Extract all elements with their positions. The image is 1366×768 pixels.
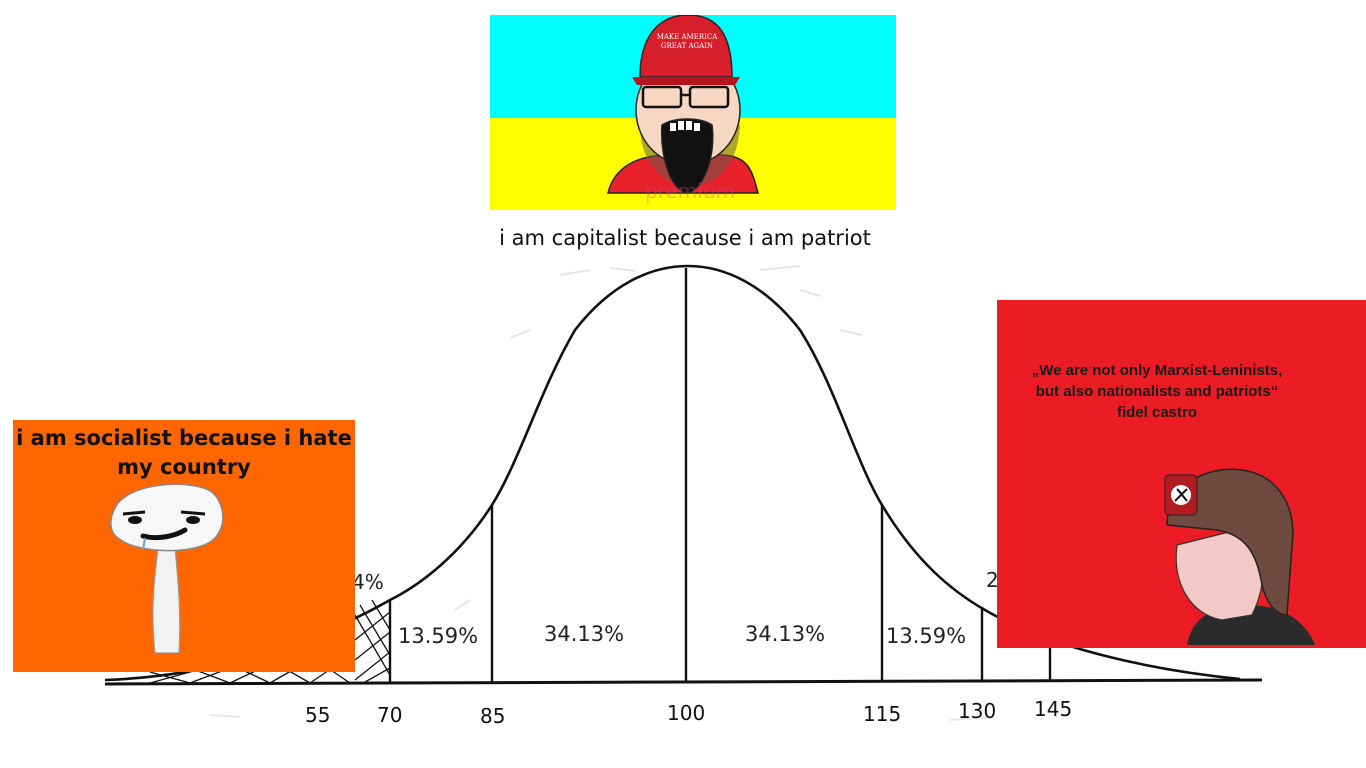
axis-tick-85: 85 (480, 704, 506, 728)
x-axis-line (104, 678, 1263, 686)
chad-ushanka-icon (1164, 468, 1315, 645)
partial-label-left: 4% (352, 570, 384, 594)
socialist-caption: i am socialist because i hate my country (16, 426, 352, 479)
axis-tick-130: 130 (958, 699, 997, 723)
svg-text:MAKE AMERICA: MAKE AMERICA (657, 33, 719, 41)
percent-label-85-100: 34.13% (544, 622, 625, 646)
quote-line-1: „We are not only Marxist-Leninists, (1031, 362, 1283, 379)
quote-line-2: but also nationalists and patriots“ (1035, 383, 1279, 400)
axis-tick-70: 70 (377, 703, 403, 727)
fidel-quote-panel: „We are not only Marxist-Leninists, but … (997, 300, 1366, 648)
svg-text:GREAT AGAIN: GREAT AGAIN (661, 42, 713, 50)
axis-tick-145: 145 (1034, 697, 1073, 721)
quote-author: fidel castro (1116, 404, 1198, 421)
percent-label-115-130: 13.59% (886, 624, 967, 648)
percent-label-100-115: 34.13% (745, 622, 826, 646)
partial-label-right: 2 (986, 568, 999, 592)
fidel-quote: „We are not only Marxist-Leninists, but … (997, 360, 1317, 423)
capitalist-panel: MAKE AMERICA GREAT AGAIN premium (490, 15, 896, 210)
normal-curve (104, 264, 1241, 682)
axis-tick-115: 115 (863, 702, 902, 726)
axis-tick-100: 100 (667, 701, 706, 725)
capitalist-caption: i am capitalist because i am patriot (499, 226, 871, 250)
axis-tick-55: 55 (305, 703, 331, 727)
percent-label-70-85: 13.59% (398, 624, 479, 648)
brainlet-wojak-icon (110, 483, 224, 653)
socialist-panel: i am socialist because i hate my country (13, 420, 355, 672)
maga-soyjak-icon: MAKE AMERICA GREAT AGAIN premium (607, 15, 759, 203)
svg-text:premium: premium (645, 179, 735, 203)
crosshatch-left-tail (149, 599, 391, 684)
